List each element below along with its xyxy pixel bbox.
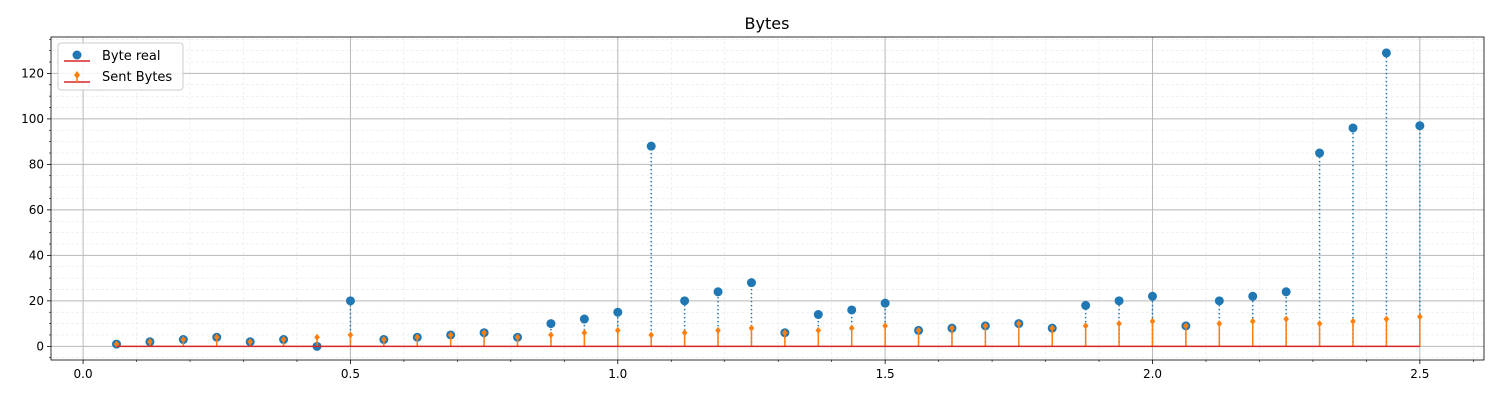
grid — [51, 37, 1484, 360]
legend-label-sent-bytes: Sent Bytes — [102, 70, 172, 85]
sent-bytes-point — [1383, 315, 1390, 323]
sent-bytes-point — [180, 336, 187, 344]
stems — [112, 48, 1425, 351]
sent-bytes-point — [648, 331, 655, 339]
sent-bytes-point — [1016, 320, 1022, 328]
byte-real-point — [847, 305, 857, 315]
y-tick-label: 40 — [29, 248, 44, 262]
sent-bytes-point — [1183, 322, 1189, 330]
byte-real-point — [546, 319, 556, 329]
sent-bytes-point — [147, 338, 153, 346]
sent-bytes-point — [514, 333, 521, 341]
byte-real-point — [880, 298, 890, 308]
y-tick-label: 60 — [29, 203, 44, 217]
sent-bytes-point — [481, 329, 487, 337]
sent-bytes-point — [314, 333, 320, 341]
byte-real-point — [579, 314, 589, 324]
sent-bytes-point — [949, 324, 955, 332]
byte-real-point — [1348, 123, 1358, 133]
byte-real-point — [1248, 291, 1258, 301]
sent-bytes-point — [1049, 324, 1056, 332]
sent-bytes-point — [614, 326, 621, 334]
x-tick-label: 2.0 — [1143, 367, 1162, 381]
byte-real-point — [1315, 148, 1325, 158]
sent-bytes-point — [347, 331, 354, 339]
byte-real-point — [1147, 291, 1157, 301]
ticks: 0.0 0.5 1.0 1.5 2.0 2.5 0 20 40 60 80 100 120 — [21, 38, 1474, 381]
legend-box — [57, 42, 184, 91]
sent-bytes-point — [1417, 313, 1423, 321]
byte-real-point — [1114, 296, 1124, 306]
sent-bytes-point — [1350, 317, 1356, 325]
sent-bytes-point — [882, 322, 888, 330]
byte-real-point — [1214, 296, 1224, 306]
x-tick-label: 1.5 — [876, 367, 895, 381]
sent-bytes-point — [782, 329, 788, 337]
sent-bytes-point — [581, 329, 588, 337]
sent-bytes-point — [280, 336, 287, 344]
byte-real-point — [1081, 300, 1091, 310]
sent-bytes-point — [1116, 320, 1122, 328]
byte-real-point — [813, 310, 823, 320]
legend-label-byte-real: Byte real — [102, 49, 160, 64]
sent-bytes-point — [1316, 320, 1323, 328]
legend-marker-sent-bytes — [74, 71, 80, 79]
sent-bytes-point — [1216, 320, 1223, 328]
sent-bytes-point — [681, 329, 688, 337]
x-tick-label: 1.0 — [608, 367, 627, 381]
sent-bytes-point — [1283, 315, 1289, 323]
byte-real-point — [713, 287, 723, 297]
x-tick-label: 0.5 — [341, 367, 360, 381]
y-tick-label: 100 — [21, 112, 44, 126]
legend-marker-byte-real — [72, 50, 82, 60]
sent-bytes-point — [848, 324, 855, 332]
sent-bytes-point — [915, 326, 922, 334]
byte-real-point — [1381, 48, 1391, 58]
byte-real-point — [345, 296, 355, 306]
byte-real-point — [1281, 287, 1291, 297]
y-tick-label: 20 — [29, 294, 44, 308]
sent-bytes-point — [213, 333, 220, 341]
chart-title: Bytes — [745, 14, 790, 33]
sent-bytes-point — [381, 336, 387, 344]
sent-bytes-point — [247, 338, 253, 346]
sent-bytes-point — [1149, 317, 1156, 325]
byte-real-point — [613, 307, 623, 317]
y-tick-label: 120 — [21, 66, 44, 80]
sent-bytes-point — [548, 331, 554, 339]
sent-bytes-point — [715, 326, 721, 334]
sent-bytes-point — [414, 333, 421, 341]
y-tick-label: 80 — [29, 157, 44, 171]
byte-real-point — [680, 296, 690, 306]
byte-real-point — [1415, 121, 1425, 131]
x-tick-label: 2.5 — [1410, 367, 1429, 381]
legend: Byte real Sent Bytes — [57, 42, 184, 91]
sent-bytes-point — [815, 326, 822, 334]
sent-bytes-point — [447, 331, 454, 339]
sent-bytes-point — [982, 322, 989, 330]
y-tick-label: 0 — [36, 339, 44, 353]
x-tick-label: 0.0 — [74, 367, 93, 381]
sent-bytes-point — [1082, 322, 1089, 330]
sent-bytes-point — [1249, 317, 1256, 325]
byte-real-point — [746, 278, 756, 288]
sent-bytes-point — [748, 324, 755, 332]
byte-real-point — [646, 141, 656, 151]
